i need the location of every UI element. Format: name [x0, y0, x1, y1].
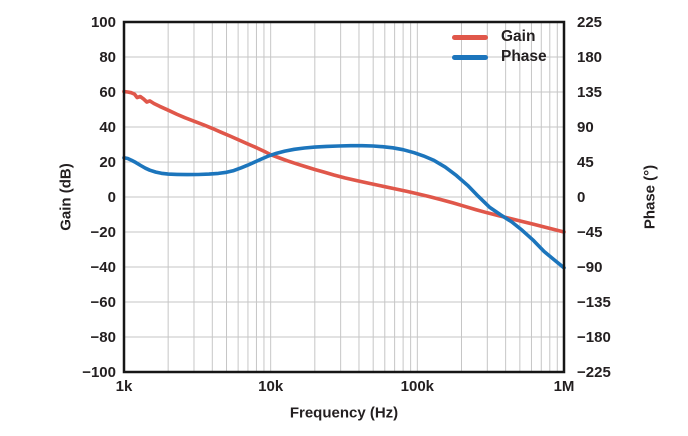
gain-tick-label: −100 — [82, 364, 116, 381]
plot-border — [122, 20, 566, 374]
phase-tick-label: −90 — [577, 259, 602, 276]
gain-tick-label: 80 — [99, 49, 116, 66]
gain-line-swatch — [452, 34, 488, 40]
frequency-tick-label: 1M — [554, 378, 575, 395]
legend-label-phase: Phase — [501, 48, 547, 66]
gain-tick-label: 40 — [99, 119, 116, 136]
phase-tick-label: −180 — [577, 329, 611, 346]
phase-line-swatch — [452, 54, 488, 60]
x-axis-title: Frequency (Hz) — [289, 404, 399, 422]
gain-tick-label: 60 — [99, 84, 116, 101]
phase-tick-label: 225 — [577, 14, 602, 31]
phase-tick-label: −225 — [577, 364, 611, 381]
phase-tick-label: 180 — [577, 49, 602, 66]
legend-item-phase: Phase — [452, 49, 547, 65]
phase-curve — [122, 143, 566, 270]
gain-tick-label: −20 — [91, 224, 116, 241]
gain-tick-label: −60 — [91, 294, 116, 311]
gain-tick-label: 20 — [99, 154, 116, 171]
gain-tick-label: −40 — [91, 259, 116, 276]
legend-item-gain: Gain — [452, 29, 547, 45]
frequency-tick-label: 10k — [258, 378, 284, 395]
gain-curve — [122, 89, 566, 234]
legend-label-gain: Gain — [501, 28, 536, 46]
gain-tick-label: 0 — [108, 189, 116, 206]
frequency-tick-label: 100k — [401, 378, 435, 395]
y-axis-title-phase: Phase (°) — [641, 164, 659, 230]
legend: Gain Phase — [452, 29, 547, 65]
phase-tick-label: −135 — [577, 294, 611, 311]
phase-tick-label: 45 — [577, 154, 594, 171]
phase-tick-label: 90 — [577, 119, 594, 136]
phase-tick-label: −45 — [577, 224, 602, 241]
y-axis-title-gain: Gain (dB) — [57, 163, 75, 231]
frequency-tick-label: 1k — [116, 378, 133, 395]
phase-tick-label: 0 — [577, 189, 585, 206]
gain-tick-label: −80 — [91, 329, 116, 346]
gain-tick-label: 100 — [91, 14, 116, 31]
phase-tick-label: 135 — [577, 84, 602, 101]
